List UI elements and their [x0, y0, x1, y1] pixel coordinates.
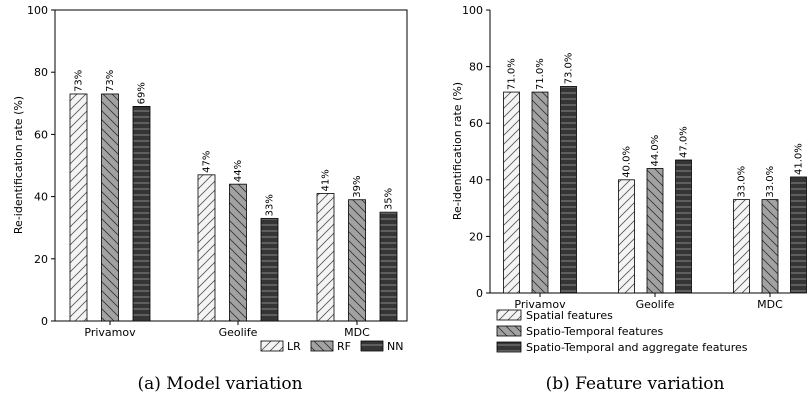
bar	[503, 91, 520, 294]
y-tick-label: 60	[469, 117, 483, 130]
bar	[69, 93, 88, 322]
data-label: 73%	[74, 70, 85, 92]
legend-a-swatch-lr	[260, 340, 284, 352]
legend-b: Spatial features Spatio-Temporal feature…	[496, 309, 748, 354]
bar	[531, 91, 549, 294]
x-tick-label: Privamov	[84, 326, 136, 339]
bar	[260, 217, 279, 322]
y-tick-label: 60	[34, 128, 48, 141]
y-tick-label: 40	[469, 174, 483, 187]
y-axis-label-a: Re-identification rate (%)	[12, 96, 25, 234]
data-label: 44.0%	[650, 135, 661, 167]
bar	[675, 159, 692, 294]
bars-b: 71.0% 71.0% 73.0% 40.0% 44.0% 47.0% 33.0% 33.0%…	[503, 53, 807, 294]
legend-b-label-spatiotemporal: Spatio-Temporal features	[526, 325, 664, 338]
data-label: 35%	[384, 188, 395, 210]
x-ticks-b: Privamov Geolife MDC	[514, 293, 783, 311]
y-tick-label: 100	[462, 4, 483, 17]
caption-b: (b) Feature variation	[546, 374, 725, 394]
legend-a-label-rf: RF	[337, 340, 351, 353]
bar	[761, 199, 779, 294]
legend-b-swatch-spatial	[496, 309, 522, 321]
y-tick-label: 20	[469, 230, 483, 243]
legend-b-label-spatial: Spatial features	[526, 309, 613, 322]
bar	[790, 176, 807, 294]
bar	[101, 93, 119, 322]
legend-a: LR RF NN	[260, 340, 403, 353]
x-tick-label: Geolife	[219, 326, 258, 339]
data-label: 47.0%	[679, 126, 690, 158]
data-label: 71.0%	[535, 58, 546, 90]
x-ticks-a: Privamov Geolife MDC	[84, 321, 370, 339]
y-tick-label: 20	[34, 253, 48, 266]
x-tick-label: Geolife	[636, 298, 675, 311]
caption-a: (a) Model variation	[137, 374, 302, 394]
chart-model-variation: Re-identification rate (%) 020406080100 …	[12, 4, 408, 394]
y-ticks-b: 0 20 40 60 80 100	[462, 4, 490, 300]
data-label: 69%	[137, 82, 148, 104]
legend-a-label-nn: NN	[387, 340, 403, 353]
data-label: 41.0%	[794, 143, 805, 175]
legend-a-swatch-rf	[310, 340, 334, 352]
legend-b-label-aggregate: Spatio-Temporal and aggregate features	[526, 341, 748, 354]
legend-b-swatch-aggregate	[496, 341, 522, 353]
data-label: 33.0%	[765, 166, 776, 198]
bar	[733, 199, 750, 294]
bar	[197, 174, 216, 322]
x-tick-label: MDC	[344, 326, 370, 339]
chart-feature-variation: Re-identification rate (%) 020406080100 …	[451, 4, 807, 394]
data-label: 41%	[321, 169, 332, 191]
data-label: 44%	[233, 160, 244, 182]
legend-a-label-lr: LR	[287, 340, 301, 353]
bar	[229, 183, 247, 322]
y-axis-label-b: Re-identification rate (%)	[451, 82, 464, 220]
bars-a: 73% 73% 69% 47% 44% 33% 41% 39% 35%	[69, 70, 398, 322]
bar	[132, 106, 151, 322]
data-label: 39%	[352, 175, 363, 197]
data-label: 73.0%	[564, 53, 575, 85]
y-tick-label: 0	[476, 287, 483, 300]
x-tick-label: Privamov	[514, 298, 566, 311]
bar	[348, 199, 366, 322]
data-label: 40.0%	[622, 146, 633, 178]
x-tick-label: MDC	[757, 298, 783, 311]
y-tick-label: 100	[27, 4, 48, 17]
data-label: 73%	[105, 70, 116, 92]
data-label: 47%	[202, 151, 213, 173]
data-label: 71.0%	[507, 58, 518, 90]
bar	[646, 168, 664, 294]
y-tick-label: 0	[41, 315, 48, 328]
bar	[379, 211, 398, 322]
legend-b-swatch-spatiotemporal	[496, 325, 522, 337]
y-tick-label: 80	[469, 61, 483, 74]
legend-a-swatch-nn	[360, 340, 384, 352]
data-label: 33.0%	[737, 166, 748, 198]
y-tick-label: 80	[34, 66, 48, 79]
bar	[316, 193, 335, 322]
bar	[618, 179, 635, 294]
y-tick-label: 40	[34, 191, 48, 204]
bar	[560, 86, 577, 294]
data-label: 33%	[265, 194, 276, 216]
y-ticks-a: 0 20 40 60 80 100	[27, 4, 55, 328]
